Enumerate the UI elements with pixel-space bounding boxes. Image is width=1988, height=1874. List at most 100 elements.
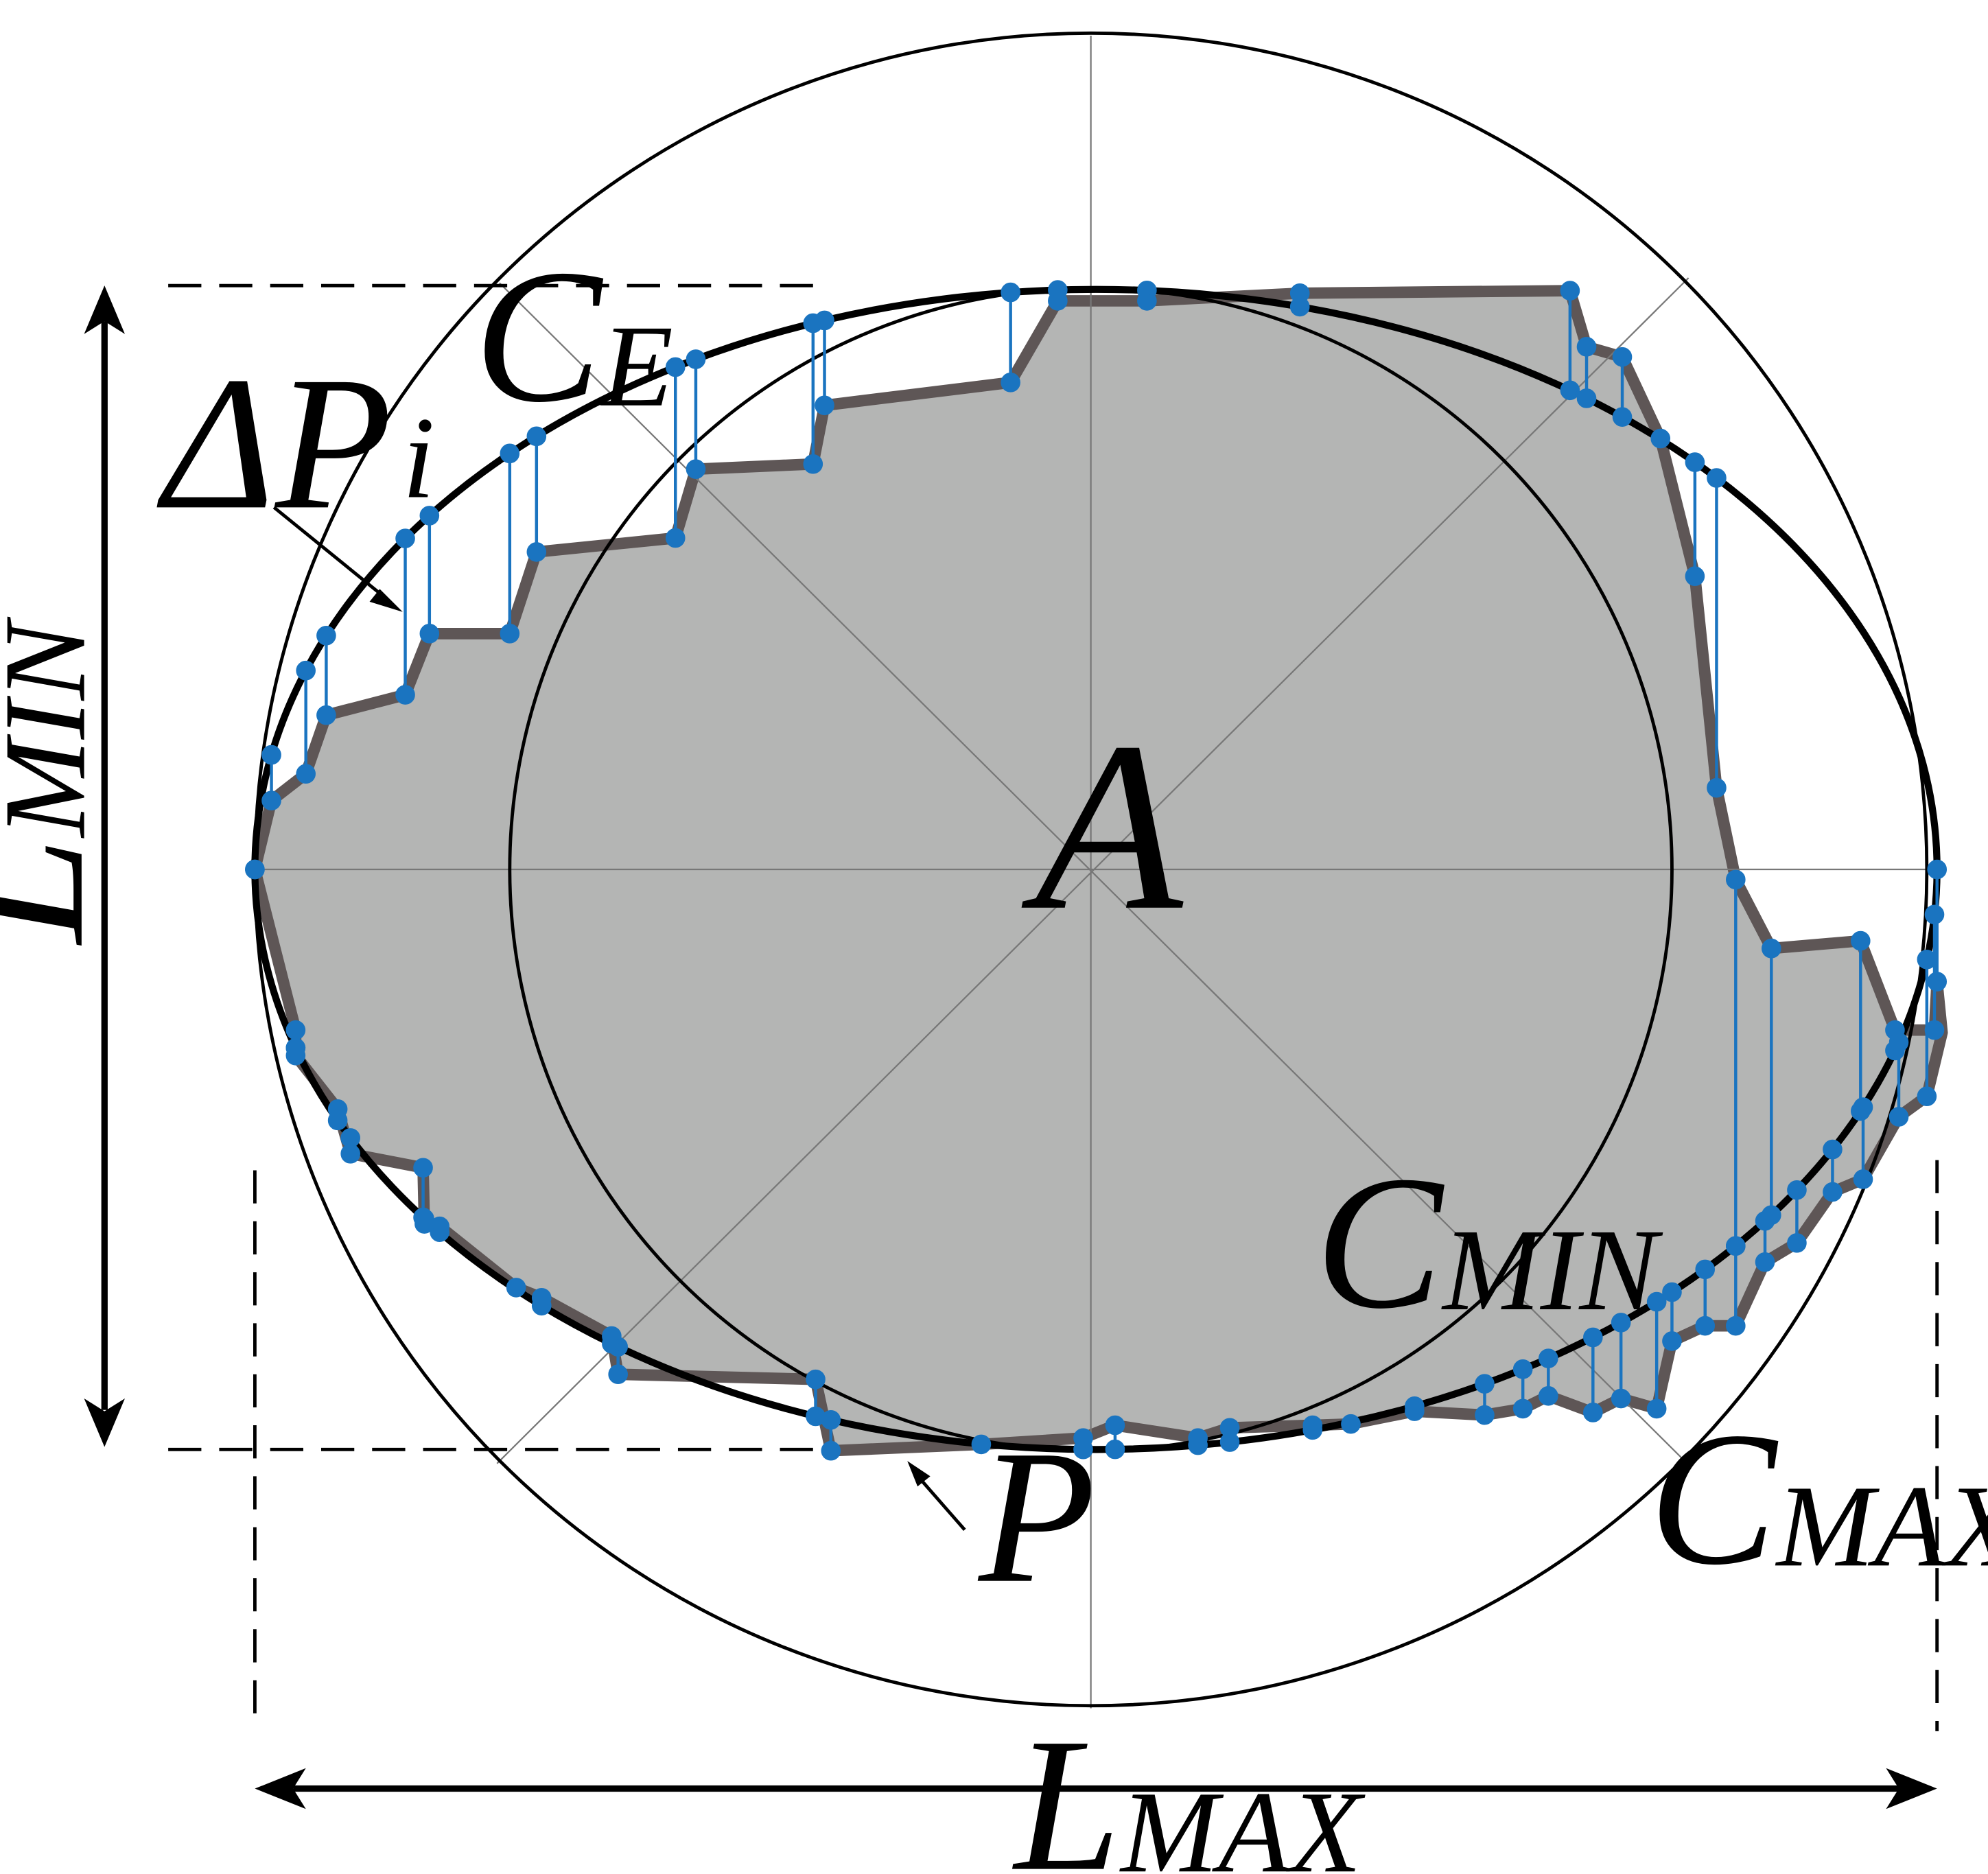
profile-point-marker: [608, 1364, 628, 1385]
profile-point-marker: [1289, 283, 1310, 303]
profile-point-marker: [1917, 1086, 1937, 1107]
profile-point-marker: [1073, 1428, 1093, 1448]
ellipse-point-marker: [316, 625, 336, 646]
profile-point-marker: [1302, 1415, 1323, 1436]
profile-point-marker: [1662, 1331, 1682, 1351]
ellipse-point-marker: [1787, 1180, 1807, 1200]
ellipse-point-marker: [413, 1207, 433, 1228]
lmax-label: LMAX: [1011, 1700, 1366, 1874]
profile-point-marker: [1787, 1233, 1807, 1253]
ellipse-point-marker: [500, 443, 520, 464]
profile-point-marker: [506, 1278, 526, 1298]
ellipse-point-marker: [1646, 1291, 1667, 1312]
profile-point-marker: [419, 624, 440, 644]
profile-point-marker: [296, 764, 316, 784]
ellipse-point-marker: [1726, 1236, 1746, 1256]
profile-point-marker: [1611, 1388, 1631, 1409]
ellipse-point-marker: [1662, 1282, 1682, 1302]
profile-point-marker: [1137, 291, 1157, 311]
profile-point-marker: [1927, 972, 1948, 992]
profile-point-marker: [327, 1099, 348, 1119]
delta-leader-head: [369, 589, 403, 612]
profile-point-marker: [500, 624, 520, 644]
ellipse-point-marker: [1695, 1259, 1716, 1280]
profile-point-marker: [1888, 1107, 1909, 1127]
ellipse-point-marker: [1917, 949, 1937, 970]
ellipse-point-marker: [296, 660, 316, 681]
profile-point-marker: [395, 685, 415, 705]
ellipse-point-marker: [1560, 380, 1580, 401]
profile-point-marker: [1850, 930, 1871, 951]
profile-point-marker: [1188, 1428, 1208, 1448]
ellipse-point-marker: [1612, 407, 1633, 427]
profile-point-marker: [1001, 373, 1020, 393]
ellipse-point-marker: [1685, 452, 1705, 472]
ellipse-label: CE: [474, 231, 673, 442]
profile-point-marker: [1560, 281, 1580, 301]
profile-point-marker: [531, 1287, 552, 1308]
delta-leader-line: [272, 506, 384, 597]
leader-arrows: [272, 506, 966, 1531]
profile-point-marker: [1695, 1315, 1716, 1336]
ellipse-point-marker: [261, 745, 281, 765]
profile-leader-line: [918, 1477, 966, 1531]
ellipse-point-marker: [1707, 468, 1727, 488]
profile-point-marker: [1762, 938, 1781, 959]
ellipse-point-marker: [1611, 1313, 1631, 1333]
profile-point-marker: [971, 1434, 992, 1455]
profile-point-marker: [316, 705, 336, 725]
profile-point-marker: [1726, 869, 1746, 890]
profile-point-marker: [526, 542, 547, 562]
ellipse-point-marker: [419, 506, 440, 526]
cmax-label: CMAX: [1649, 1394, 1988, 1605]
profile-point-marker: [1583, 1403, 1603, 1422]
profile-point-marker: [806, 1369, 826, 1390]
profile-point-marker: [1924, 1020, 1945, 1040]
profile-point-marker: [803, 454, 823, 474]
lmin-arrowhead-top: [84, 285, 125, 334]
ellipse-point-marker: [1755, 1210, 1775, 1231]
profile-point-marker: [1646, 1398, 1667, 1419]
deviation-markers: [245, 280, 1948, 1461]
dimension-arrows: [84, 285, 1937, 1809]
profile-point-marker: [815, 395, 834, 416]
profile-label: P: [976, 1412, 1096, 1623]
ellipse-point-marker: [285, 1038, 306, 1058]
ellipse-point-marker: [1927, 859, 1948, 880]
ellipse-point-marker: [395, 528, 415, 548]
ellipse-point-marker: [686, 349, 706, 369]
lmin-label: LMIN: [0, 616, 124, 946]
profile-point-marker: [1823, 1182, 1843, 1202]
profile-point-marker: [1612, 347, 1633, 367]
reference-axes: [255, 36, 1937, 1709]
ellipse-point-marker: [806, 1406, 826, 1427]
profile-point-marker: [340, 1144, 360, 1164]
profile-point-marker: [1512, 1398, 1533, 1419]
profile-point-marker: [1048, 291, 1068, 311]
ellipse-point-marker: [340, 1128, 360, 1148]
profile-point-marker: [686, 459, 706, 479]
ellipse-point-marker: [1888, 1032, 1909, 1053]
profile-point-marker: [1853, 1169, 1873, 1189]
profile-point-marker: [1726, 1315, 1746, 1336]
profile-point-marker: [1219, 1418, 1240, 1438]
profile-point-marker: [1341, 1414, 1361, 1434]
lmax-arrowhead-right: [1886, 1768, 1937, 1809]
profile-point-marker: [1475, 1405, 1495, 1425]
profile-point-marker: [1105, 1415, 1125, 1436]
profile-point-marker: [413, 1158, 433, 1178]
ellipse-point-marker: [1576, 388, 1597, 408]
profile-point-marker: [1685, 566, 1705, 587]
ellipse-point-marker: [1001, 282, 1020, 303]
ellipse-point-marker: [1853, 1097, 1873, 1117]
profile-point-marker: [821, 1440, 841, 1461]
ellipse-point-marker: [1924, 904, 1945, 925]
ellipse-point-marker: [1539, 1348, 1558, 1368]
ellipse-point-marker: [1583, 1327, 1603, 1348]
lmax-arrowhead-left: [255, 1768, 306, 1809]
diagonal-axis-2: [496, 277, 1689, 1464]
profile-point-marker: [1539, 1386, 1558, 1406]
cmin-label: CMIN: [1315, 1137, 1663, 1348]
profile-point-marker: [245, 859, 265, 880]
